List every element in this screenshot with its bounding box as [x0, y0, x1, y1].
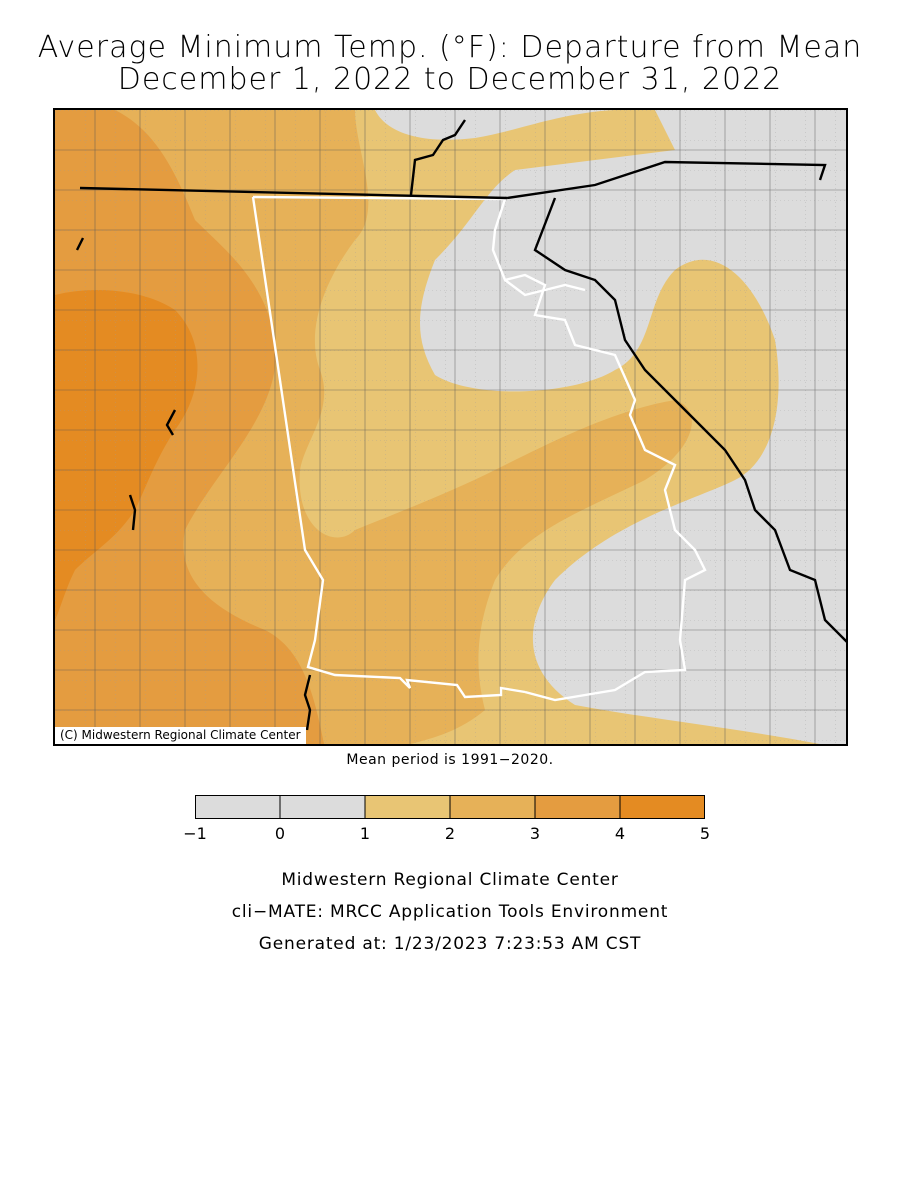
legend-tick-label: −1 [183, 824, 207, 843]
footer-generated-time: Generated at: 1/23/2023 7:23:53 AM CST [258, 934, 642, 954]
color-legend [195, 795, 705, 819]
georgia-inner-border [504, 279, 586, 297]
copyright-label: (C) Midwestern Regional Climate Center [55, 727, 306, 744]
legend-swatch [195, 795, 281, 819]
county-boundaries [55, 110, 846, 744]
north-boundary-east [506, 160, 827, 200]
tennessee-kentucky-line [79, 186, 508, 200]
state-borders [251, 195, 707, 702]
legend-tick-label: 5 [699, 824, 711, 843]
map-title: Average Minimum Temp. (°F): Departure fr… [37, 30, 863, 65]
graticule [55, 110, 846, 744]
map-canvas [55, 110, 846, 744]
mississippi-river-west [75, 237, 312, 731]
legend-swatch [279, 795, 366, 819]
legend-swatch [619, 795, 705, 819]
ohio-river [409, 119, 466, 196]
legend-tick-label: 3 [529, 824, 541, 843]
river-boundary-east [533, 197, 846, 643]
legend-swatch [449, 795, 536, 819]
footer-organization: Midwestern Regional Climate Center [281, 870, 619, 890]
footer-tool-name: cli−MATE: MRCC Application Tools Environ… [231, 902, 669, 922]
mean-period-note: Mean period is 1991−2020. [346, 752, 554, 768]
departure-map [53, 108, 848, 746]
legend-tick-labels: −1 0 1 2 3 4 5 [183, 824, 710, 844]
alabama-border [252, 195, 707, 702]
mississippi-border [251, 196, 526, 699]
legend-tick-label: 2 [444, 824, 456, 843]
legend-tick-label: 0 [274, 824, 286, 843]
legend-swatch [534, 795, 621, 819]
national-borders [75, 119, 846, 731]
legend-swatches [195, 795, 705, 819]
legend-swatch [364, 795, 451, 819]
legend-tick-label: 1 [359, 824, 371, 843]
map-subtitle-date-range: December 1, 2022 to December 31, 2022 [117, 62, 783, 97]
legend-tick-label: 4 [614, 824, 626, 843]
